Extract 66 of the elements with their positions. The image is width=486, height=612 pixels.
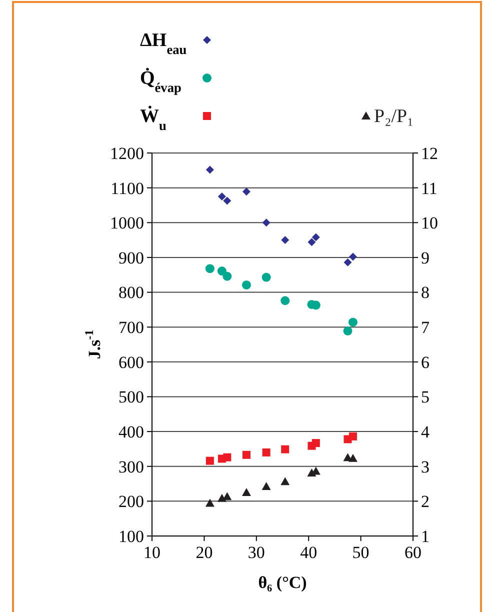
point <box>262 448 270 456</box>
y2-tick-label: 3 <box>421 457 430 476</box>
y-tick-label: 300 <box>118 457 144 476</box>
x-tick-label: 40 <box>300 543 318 562</box>
point <box>312 233 320 242</box>
point <box>280 477 290 486</box>
point <box>308 238 316 246</box>
y2-tick-label: 8 <box>421 283 430 302</box>
x-tick-label: 50 <box>352 543 370 562</box>
legend-label: Ẇ$_{u}$ <box>140 105 167 132</box>
y2-tick-label: 7 <box>421 318 430 338</box>
y-tick-label: 1100 <box>110 178 144 198</box>
point <box>344 258 352 266</box>
y2-tick-label: 4 <box>421 422 430 442</box>
y2-tick-label: 6 <box>421 352 430 372</box>
y-tick-label: 200 <box>118 492 144 512</box>
y-tick-label: 600 <box>118 352 144 372</box>
point <box>223 196 232 205</box>
y-tick-label: 900 <box>118 248 144 268</box>
point <box>206 456 214 465</box>
point <box>242 188 250 196</box>
point <box>223 453 232 462</box>
text: P₂/P₁ <box>374 106 414 127</box>
y2-tick-label: 10 <box>421 214 438 233</box>
y-tick-label: 1000 <box>110 214 144 233</box>
point <box>262 272 271 282</box>
point <box>217 266 226 276</box>
point <box>281 445 290 454</box>
point <box>343 326 352 336</box>
point <box>280 296 290 306</box>
legend-label: Q̇$_{évap}$ <box>140 66 182 94</box>
y2-tick-label: 12 <box>421 144 438 163</box>
point <box>205 264 214 274</box>
y-tick-label: 800 <box>118 283 144 302</box>
point <box>242 280 251 290</box>
point <box>281 236 290 244</box>
y-tick-label: 700 <box>118 318 144 338</box>
point <box>242 450 250 459</box>
legend-label: ΔH$_{eau}$ <box>140 30 188 56</box>
x-tick-label: 20 <box>196 543 213 562</box>
point <box>348 454 358 462</box>
y2-tick-label: 5 <box>421 388 430 407</box>
y-tick-label: 500 <box>118 388 144 407</box>
y2-tick-label: 2 <box>421 492 430 512</box>
y-tick-label: 400 <box>118 422 144 442</box>
point <box>206 166 214 174</box>
x-tick-label: 10 <box>144 543 160 562</box>
x-axis-title: θ₆ (°C) <box>258 573 307 592</box>
point <box>348 432 357 440</box>
point <box>218 192 226 201</box>
point <box>262 218 270 227</box>
point <box>205 498 214 507</box>
x-tick-label: 60 <box>404 543 422 562</box>
point <box>242 488 251 496</box>
point <box>222 272 232 281</box>
point <box>262 482 271 490</box>
y2-tick-label: 9 <box>421 248 430 268</box>
y2-tick-label: 1 <box>421 526 430 546</box>
point <box>217 494 226 502</box>
x-tick-label: 30 <box>248 543 265 562</box>
y2-tick-label: 11 <box>421 178 438 198</box>
y-tick-label: 100 <box>118 526 144 546</box>
point <box>348 252 357 261</box>
y-tick-label: 1200 <box>110 144 144 163</box>
point <box>348 318 358 327</box>
point <box>312 439 320 448</box>
